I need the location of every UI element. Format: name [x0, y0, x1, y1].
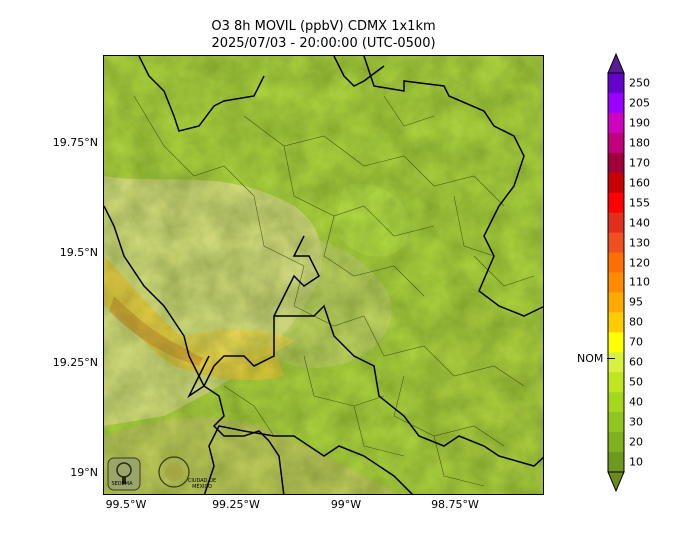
- colorbar-swatch: [608, 252, 624, 273]
- colorbar-tick-label: 120: [629, 256, 650, 270]
- colorbar-swatch: [608, 132, 624, 154]
- colorbar-tick-label: 160: [629, 176, 650, 190]
- lon-label: 99.5°W: [105, 498, 147, 511]
- colorbar-tick-label: 70: [629, 335, 643, 349]
- colorbar-tick-label: 155: [629, 196, 650, 210]
- colorbar-swatch: [608, 312, 624, 333]
- colorbar-swatch: [608, 292, 624, 313]
- colorbar-swatch: [608, 192, 624, 214]
- colorbar-tick-label: 50: [629, 375, 643, 389]
- sedema-logo: [107, 457, 141, 491]
- colorbar-swatch: [608, 232, 624, 254]
- colorbar-tick-label: 130: [629, 236, 650, 250]
- colorbar-tick-label: 30: [629, 415, 643, 429]
- colorbar-swatch: [608, 352, 624, 373]
- colorbar-tick-label: 180: [629, 136, 650, 150]
- colorbar-tick-label: 80: [629, 315, 643, 329]
- colorbar-swatch: [608, 272, 624, 293]
- colorbar-swatch: [608, 73, 624, 94]
- colorbar-swatch: [608, 432, 624, 453]
- map-title: O3 8h MOVIL (ppbV) CDMX 1x1km: [211, 19, 436, 34]
- sedema-logo-text: SEDEMA: [111, 481, 133, 487]
- colorbar-tick-label: 140: [629, 216, 650, 230]
- lat-label: 19.5°N: [59, 246, 98, 259]
- colorbar-swatch: [608, 92, 624, 114]
- colorbar-tick-label: 250: [629, 76, 650, 90]
- nom-reference-label: NOM: [577, 352, 604, 365]
- lon-label: 99°W: [330, 498, 362, 511]
- colorbar-tick-label: 205: [629, 96, 650, 110]
- colorbar-tick-label: 20: [629, 435, 643, 449]
- map-subtitle: 2025/07/03 - 20:00:00 (UTC-0500): [211, 36, 436, 51]
- lon-label: 99.25°W: [212, 498, 260, 511]
- colorbar-tick-label: 40: [629, 395, 643, 409]
- ozone-map[interactable]: [103, 55, 544, 495]
- lat-label: 19°N: [70, 466, 98, 479]
- colorbar-swatch: [608, 332, 624, 353]
- colorbar-swatch: [608, 212, 624, 234]
- lon-label: 98.75°W: [431, 498, 479, 511]
- colorbar-swatch: [608, 152, 624, 174]
- nom-tick: [607, 358, 615, 359]
- lat-label: 19.25°N: [52, 356, 98, 369]
- colorbar-tick-label: 10: [629, 455, 643, 469]
- colorbar-tick-label: 110: [629, 275, 650, 289]
- colorbar: [607, 52, 625, 493]
- colorbar-tick-label: 95: [629, 295, 643, 309]
- colorbar-swatch: [608, 452, 624, 473]
- cdmx-logo-text: CIUDAD DE MÉXICO: [187, 478, 217, 490]
- colorbar-swatch: [608, 412, 624, 433]
- colorbar-swatch: [608, 372, 624, 393]
- colorbar-tick-label: 190: [629, 116, 650, 130]
- colorbar-min-arrow: [607, 471, 625, 493]
- cdmx-logo: [158, 456, 190, 488]
- lat-label: 19.75°N: [52, 136, 98, 149]
- colorbar-max-arrow: [607, 52, 625, 74]
- colorbar-swatch: [608, 172, 624, 194]
- colorbar-tick-label: 60: [629, 355, 643, 369]
- colorbar-tick-label: 170: [629, 156, 650, 170]
- colorbar-swatch: [608, 392, 624, 413]
- colorbar-swatch: [608, 112, 624, 134]
